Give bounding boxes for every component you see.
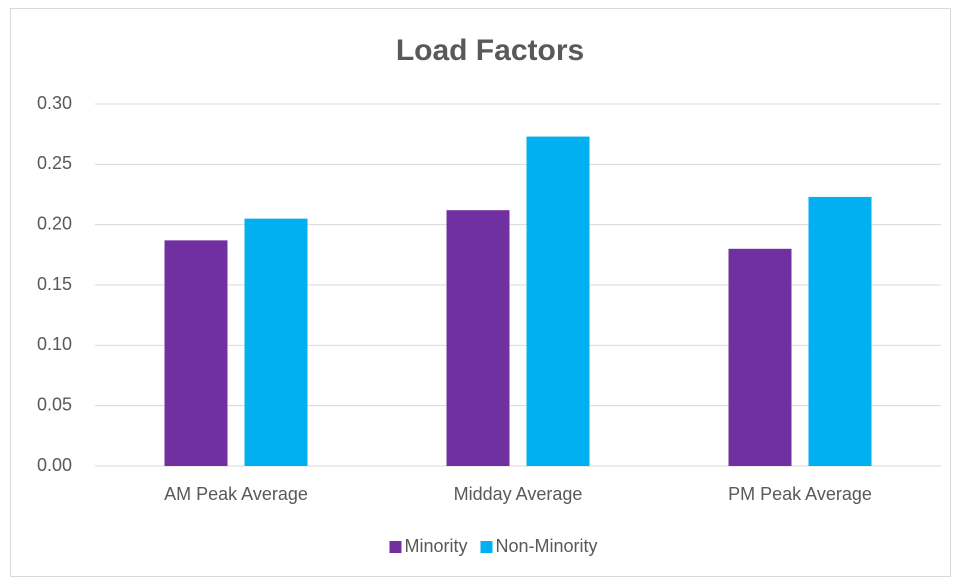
- legend-swatch: [389, 541, 402, 553]
- legend-label: Minority: [404, 536, 467, 556]
- x-tick-label: Midday Average: [454, 484, 583, 504]
- x-tick-label: AM Peak Average: [164, 484, 308, 504]
- legend-label: Non-Minority: [495, 536, 597, 556]
- bar: [446, 210, 510, 466]
- bar: [164, 240, 228, 466]
- y-tick-label: 0.00: [37, 455, 72, 475]
- y-tick-label: 0.05: [37, 394, 72, 414]
- bar: [728, 248, 792, 466]
- bar: [808, 196, 872, 466]
- legend-swatch: [480, 541, 493, 553]
- x-tick-label: PM Peak Average: [728, 484, 872, 504]
- y-tick-label: 0.25: [37, 153, 72, 173]
- y-tick-label: 0.30: [37, 93, 72, 113]
- y-tick-label: 0.20: [37, 213, 72, 233]
- bar: [244, 218, 308, 466]
- y-tick-label: 0.15: [37, 274, 72, 294]
- bar: [526, 136, 590, 466]
- y-tick-label: 0.10: [37, 334, 72, 354]
- chart-title: Load Factors: [396, 34, 584, 67]
